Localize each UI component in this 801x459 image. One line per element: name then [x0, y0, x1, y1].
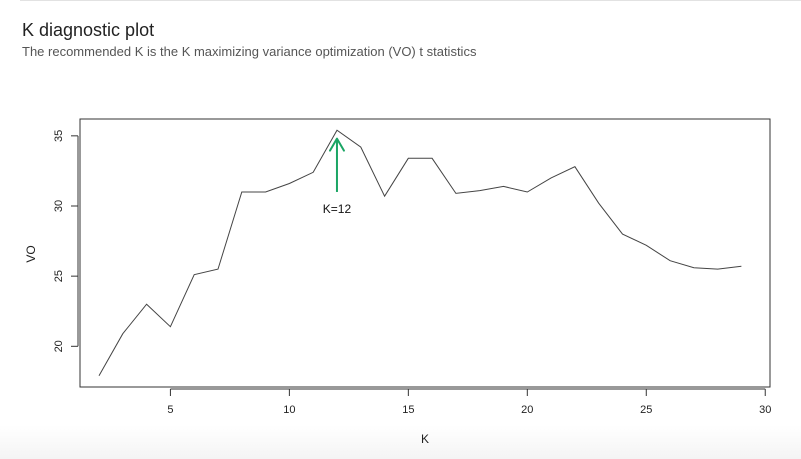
vo-series-line [98, 129, 742, 377]
y-axis: 20 25 30 35 [53, 130, 79, 352]
annotation-label: K=12 [323, 202, 352, 216]
page-title: K diagnostic plot [22, 20, 155, 40]
page-subtitle: The recommended K is the K maximizing va… [22, 44, 477, 59]
series-points [98, 129, 743, 378]
y-tick-label: 25 [53, 270, 65, 282]
y-axis-label: VO [24, 245, 38, 262]
y-tick-label: 30 [53, 200, 65, 212]
plot-frame [79, 118, 771, 388]
x-tick-label: 5 [167, 404, 173, 416]
y-tick-label: 35 [53, 130, 65, 142]
y-tick-label: 20 [53, 340, 65, 352]
k-annotation: K=12 [323, 137, 352, 216]
x-tick-label: 30 [759, 404, 771, 416]
x-axis-label: K [421, 432, 429, 446]
x-tick-label: 15 [402, 404, 414, 416]
x-axis: 5 10 15 20 25 30 [167, 388, 771, 416]
x-tick-label: 25 [640, 404, 652, 416]
arrow-up-icon [328, 137, 345, 152]
top-divider [20, 0, 801, 1]
x-tick-label: 20 [521, 404, 533, 416]
x-tick-label: 10 [283, 404, 295, 416]
